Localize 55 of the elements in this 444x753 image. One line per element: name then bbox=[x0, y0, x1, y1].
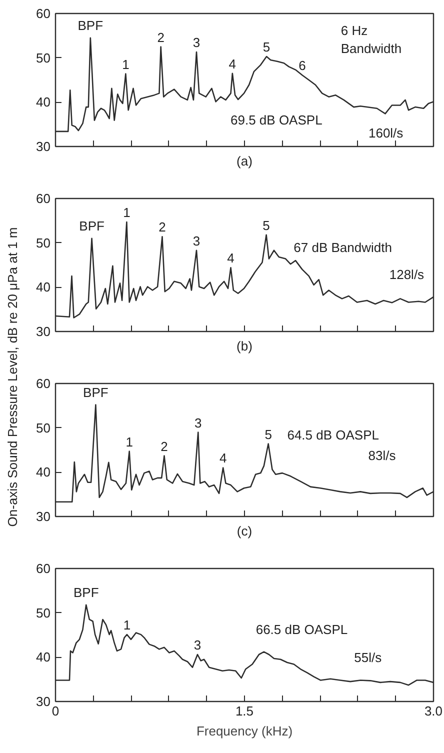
x-axis-title: Frequency (kHz) bbox=[196, 724, 293, 738]
annotation: 55l/s bbox=[354, 650, 382, 666]
y-tick-label: 40 bbox=[36, 280, 51, 295]
annotation: 5 bbox=[262, 218, 270, 233]
y-tick-label: 30 bbox=[36, 694, 51, 709]
y-tick-label: 50 bbox=[36, 605, 51, 620]
y-tick-label: 60 bbox=[36, 6, 51, 21]
annotation: 83l/s bbox=[368, 448, 396, 464]
annotation: 3 bbox=[194, 638, 202, 653]
annotation: 128l/s bbox=[389, 266, 425, 282]
annotation: 5 bbox=[262, 40, 270, 55]
annotation: BPF bbox=[83, 384, 108, 400]
y-axis-title: On-axis Sound Pressure Level, dB re 20 μPa at 1 m bbox=[5, 227, 20, 527]
annotation: 6 bbox=[298, 58, 306, 74]
annotation: 67 dB Bandwidth bbox=[294, 240, 392, 256]
annotation: 2 bbox=[160, 438, 168, 454]
text: (a) bbox=[236, 154, 252, 168]
y-tick-label: 50 bbox=[36, 420, 51, 436]
text: (c) bbox=[236, 524, 252, 538]
annotation: BPF bbox=[73, 584, 99, 600]
y-tick-label: 30 bbox=[36, 139, 51, 154]
y-tick-label: 50 bbox=[36, 235, 51, 250]
y-tick-label: 30 bbox=[36, 324, 51, 339]
annotation: 69.5 dB OASPL bbox=[230, 112, 322, 128]
y-tick-label: 40 bbox=[36, 94, 51, 110]
annotation: 5 bbox=[264, 426, 272, 442]
annotation: 4 bbox=[227, 250, 234, 266]
y-tick-label: 40 bbox=[36, 464, 51, 480]
annotation: BPF bbox=[78, 18, 104, 33]
text: (b) bbox=[236, 338, 252, 354]
y-tick-label: 40 bbox=[36, 650, 51, 665]
annotation: 160l/s bbox=[368, 126, 404, 141]
y-tick-label: 60 bbox=[36, 191, 51, 206]
x-tick-label: 0 bbox=[52, 704, 60, 718]
annotation: 2 bbox=[157, 30, 164, 45]
y-tick-label: 30 bbox=[36, 509, 51, 524]
x-tick-label: 1.5 bbox=[235, 704, 254, 718]
annotation: 2 bbox=[158, 220, 166, 235]
annotation: 64.5 dB OASPL bbox=[287, 427, 379, 442]
annotation: 1 bbox=[123, 618, 131, 633]
y-tick-label: 60 bbox=[36, 561, 51, 576]
annotation: 3 bbox=[192, 35, 200, 50]
annotation: 4 bbox=[219, 450, 227, 466]
y-tick-label: 50 bbox=[36, 50, 51, 66]
annotation: 1 bbox=[126, 434, 133, 450]
annotation: 4 bbox=[228, 56, 236, 72]
y-tick-label: 60 bbox=[36, 376, 51, 391]
annotation: BPF bbox=[79, 218, 104, 234]
annotation: 3 bbox=[192, 233, 200, 248]
annotation: 1 bbox=[123, 204, 130, 220]
annotation: 6 Hz Bandwidth bbox=[340, 22, 402, 56]
x-tick-label: 3.0 bbox=[424, 704, 443, 718]
annotation: 3 bbox=[194, 415, 202, 430]
annotation: 1 bbox=[122, 56, 130, 72]
annotation: 66.5 dB OASPL bbox=[256, 622, 348, 638]
